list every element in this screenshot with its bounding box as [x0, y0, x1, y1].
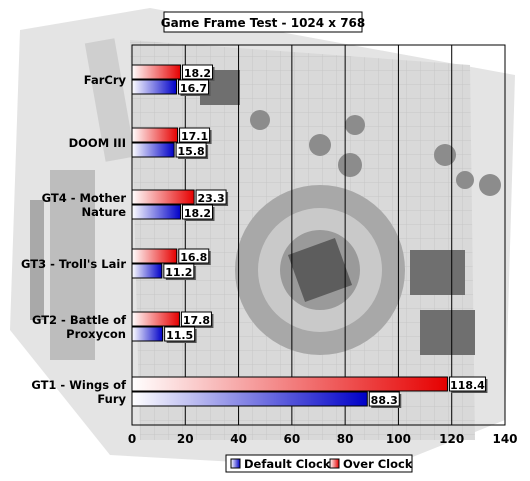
category-label: GT2 - Battle of Proxycon	[32, 313, 127, 341]
value-label-box	[164, 326, 196, 342]
value-label-box	[448, 376, 486, 392]
bar-over-clock	[131, 189, 195, 205]
bar-default-clock	[131, 79, 177, 95]
value-label-box	[181, 64, 213, 80]
value-label-box	[181, 204, 213, 220]
legend: Default Clock Over Clock	[225, 454, 413, 473]
legend-box	[225, 454, 413, 473]
category-label: FarCry	[84, 73, 127, 87]
x-tick-label: 120	[439, 432, 464, 446]
category-label: GT3 - Troll's Lair	[21, 257, 126, 271]
value-label: 18.2	[184, 207, 211, 220]
bar-default-clock	[131, 204, 181, 220]
chart-title: Game Frame Test - 1024 x 768	[161, 16, 366, 30]
value-label: 15.8	[178, 145, 205, 158]
value-label: 17.1	[181, 130, 208, 143]
bars: 18.2 16.7 17.1 15.8 23.3 18.2 16.8 11.2 17.8 11.5…	[131, 64, 488, 408]
x-tick-label: 100	[386, 432, 411, 446]
value-label: 23.3	[198, 192, 225, 205]
value-label: 11.5	[166, 329, 193, 342]
value-label: 17.8	[183, 314, 210, 327]
chart-title-box: Game Frame Test - 1024 x 768	[161, 11, 366, 33]
x-tick-label: 60	[284, 432, 301, 446]
value-label-box	[175, 142, 207, 158]
category-label: GT1 - Wings of Fury	[31, 378, 127, 406]
value-label: 18.2	[184, 67, 211, 80]
bar-default-clock	[131, 326, 164, 342]
x-tick-label: 0	[128, 432, 136, 446]
bar-over-clock	[131, 127, 179, 143]
value-label-box	[177, 79, 209, 95]
bar-over-clock	[131, 376, 448, 392]
value-label: 16.7	[180, 82, 207, 95]
bar-default-clock	[131, 391, 368, 407]
value-label: 16.8	[180, 251, 207, 264]
value-label-box	[195, 189, 227, 205]
value-label: 11.2	[165, 266, 192, 279]
gridlines	[131, 44, 506, 426]
bar-over-clock	[131, 64, 181, 80]
bar-over-clock	[131, 311, 180, 327]
value-label-box	[368, 391, 400, 407]
x-tick-labels: 0 20 40 60 80 100 120 140	[128, 432, 518, 446]
x-tick-label: 140	[492, 432, 517, 446]
legend-swatch	[230, 458, 241, 469]
category-label: GT4 - Mother Nature	[42, 191, 127, 219]
bar-default-clock	[131, 263, 163, 279]
value-label-box	[179, 127, 211, 143]
category-labels: FarCry DOOM III GT4 - Mother Nature GT3 - Tr…	[21, 73, 127, 406]
legend-label: Default Clock	[244, 457, 331, 471]
bar-default-clock	[131, 142, 175, 158]
legend-label: Over Clock	[343, 457, 413, 471]
x-tick-label: 40	[230, 432, 247, 446]
value-label: 88.3	[371, 394, 398, 407]
category-label: DOOM III	[69, 136, 126, 150]
x-tick-label: 80	[337, 432, 354, 446]
bar-over-clock	[131, 248, 178, 264]
legend-swatch	[329, 458, 340, 469]
value-label-box	[178, 248, 210, 264]
value-label-box	[163, 263, 195, 279]
value-label: 118.4	[450, 379, 485, 392]
value-label-box	[180, 311, 212, 327]
x-tick-label: 20	[177, 432, 194, 446]
